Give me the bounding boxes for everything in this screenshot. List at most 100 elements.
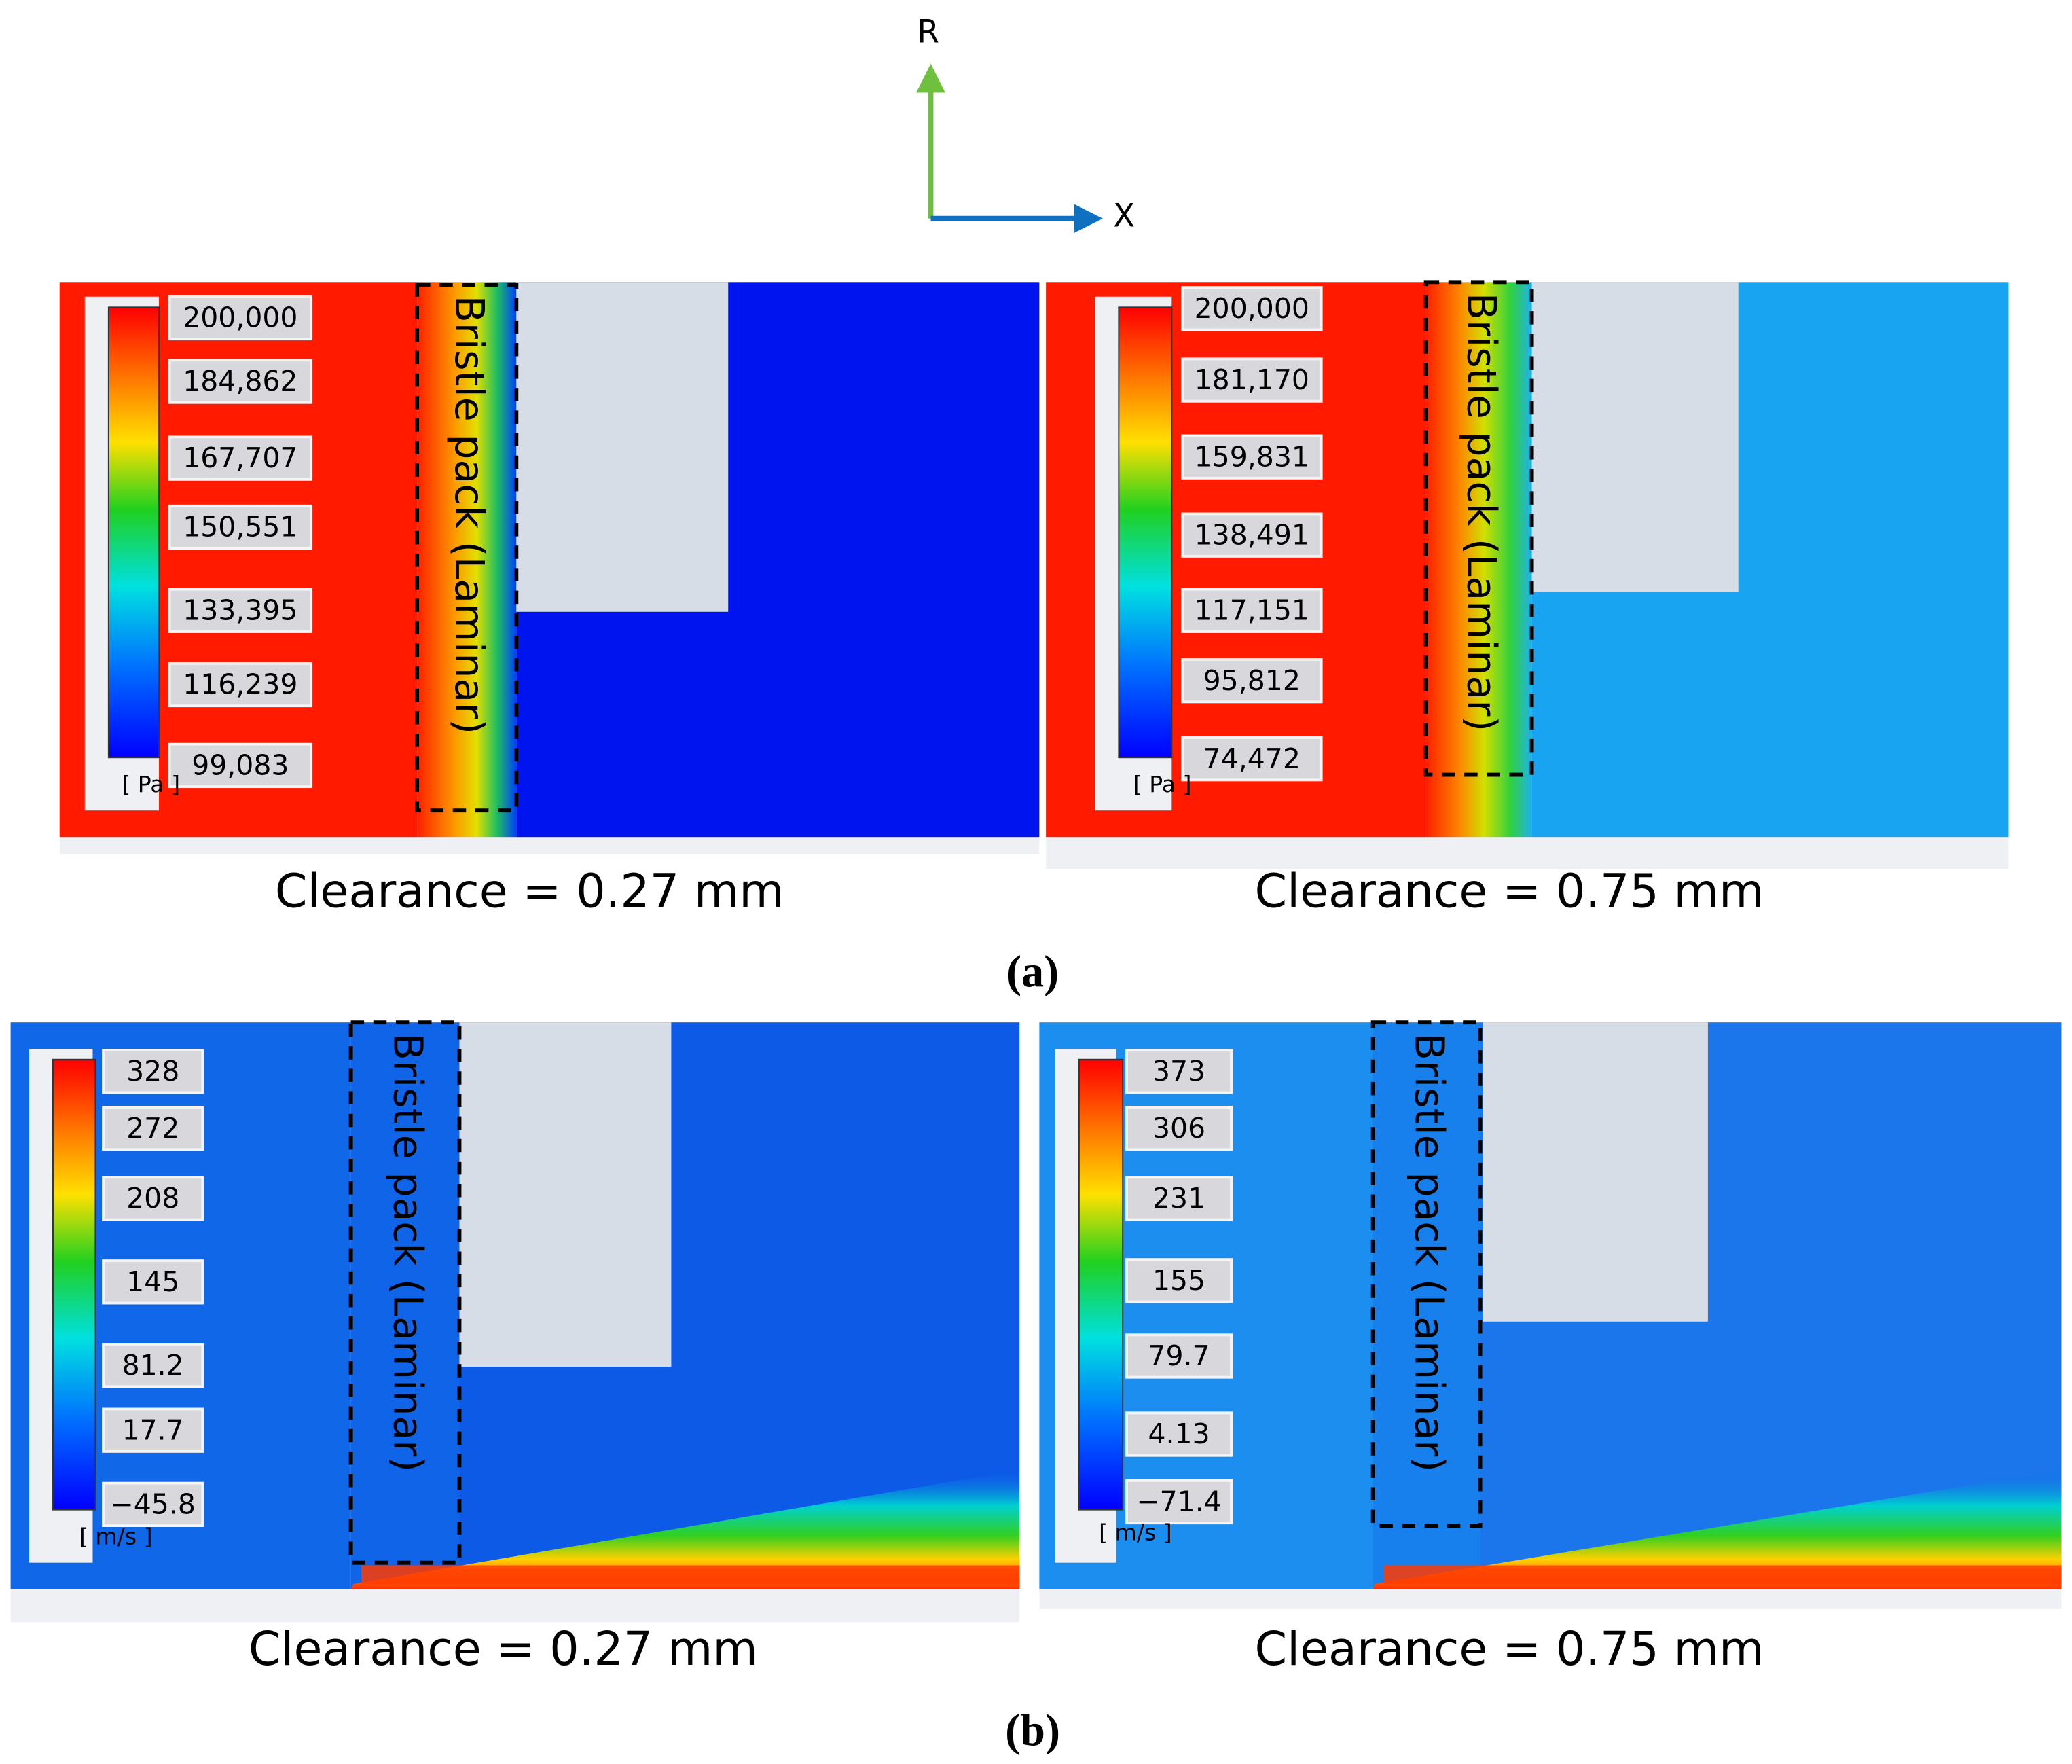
legend-label-box [1180,658,1323,704]
legend-label: 81.2 [122,1349,184,1382]
caption: Clearance = 0.27 mm [249,1623,758,1676]
panel-label: (a) [1006,948,1059,997]
bristle-box [348,1020,462,1565]
legend-label: 167,707 [183,442,297,474]
jet-wedge [1373,1470,2062,1589]
legend-label-box [1125,1333,1233,1379]
caption: Clearance = 0.75 mm [1254,865,1764,919]
legend-unit: [ Pa ] [122,771,180,797]
bottom-strip [1046,837,2009,869]
legend-label-box [102,1259,204,1305]
legend-label-box [1125,1105,1233,1151]
legend-label-box [168,295,313,341]
legend-label-box [168,504,313,550]
legend-label: 155 [1152,1264,1205,1297]
legend-label: 4.13 [1148,1418,1210,1450]
bristle-label: Bristle pack (Laminar) [1459,293,1505,732]
bottom-strip [1039,1589,2062,1609]
legend-label: 208 [126,1182,179,1214]
legend-label: −45.8 [110,1488,195,1521]
x-label: X [1113,198,1135,234]
legend-label-box [1180,512,1323,558]
legend-unit: [ m/s ] [1099,1519,1172,1545]
legend-label-box [168,742,313,789]
legend-label-box [1125,1176,1233,1221]
legend-label: 17.7 [122,1414,184,1446]
legend-label-box [1125,1411,1233,1457]
legend-label: 306 [1152,1112,1205,1145]
legend-label: 231 [1152,1182,1205,1214]
bottom-strip [10,1589,1020,1623]
legend-label-box [1180,434,1323,480]
legend-label-box [102,1342,204,1388]
caption: Clearance = 0.27 mm [275,865,784,919]
legend-colorbar [52,1058,96,1511]
coordinate-axes: R X [916,14,1135,234]
contour-plot: Bristle pack (Laminar) 200,000 181,170 159,… [1046,280,2009,919]
legend-unit: [ m/s ] [79,1523,153,1549]
legend-label: 200,000 [183,302,297,334]
legend-label: 181,170 [1195,363,1309,396]
legend-label: 138,491 [1195,518,1309,551]
jet-core [361,1565,1020,1584]
contour-plot: Bristle pack (Laminar) 328 272 208 145 81.2 17… [10,1020,1020,1676]
legend-label-box [102,1049,204,1094]
legend-label: 328 [126,1055,179,1087]
legend-label: 373 [1152,1055,1205,1087]
stator-block [516,282,729,612]
legend-label: 117,151 [1195,594,1309,626]
legend-label: 200,000 [1195,292,1309,325]
legend-colorbar [107,306,160,759]
legend-label: 99,083 [192,749,289,782]
legend-label: 133,395 [183,594,297,626]
contour-plot: Bristle pack (Laminar) 373 306 231 155 79.7 4.… [1039,1020,2062,1676]
legend-label: −71.4 [1136,1486,1221,1518]
x-arrow [1074,204,1103,234]
legend-colorbar [1078,1058,1124,1511]
legend-label-box [168,588,313,633]
legend-label: 74,472 [1203,742,1301,775]
r-label: R [917,14,939,50]
bristle-box [1423,280,1534,777]
bristle-box [1370,1020,1483,1528]
jet-core [1383,1565,2062,1584]
legend-label-box [1125,1479,1233,1525]
legend-label-box [102,1176,204,1221]
stator-block [459,1022,672,1367]
legend-label-box [1180,286,1323,331]
legend-label: 272 [126,1112,179,1145]
legend-label: 95,812 [1203,664,1301,697]
legend-label-box [102,1481,204,1528]
legend-label-box [1180,736,1323,782]
field-bristle [417,282,517,838]
contour-plot: Bristle pack (Laminar) 200,000 184,862 167,… [59,282,1040,919]
legend-label: 145 [126,1265,179,1298]
bottom-strip [59,837,1040,854]
legend-label: 116,239 [183,668,297,701]
panel-label: (b) [1005,1706,1060,1756]
legend-label-box [1125,1258,1233,1303]
legend-label: 159,831 [1195,440,1309,473]
legend-unit: [ Pa ] [1133,771,1192,797]
legend-label-box [102,1105,204,1151]
bristle-box [415,283,519,813]
bristle-label: Bristle pack (Laminar) [1406,1033,1453,1472]
stator-block [1531,282,1739,592]
legend-label-box [168,662,313,708]
bristle-label: Bristle pack (Laminar) [446,295,492,734]
legend-label-box [102,1407,204,1453]
caption: Clearance = 0.75 mm [1254,1623,1764,1676]
legend-label-box [168,435,313,481]
legend-label-box [1125,1049,1233,1094]
legend-label-box [168,359,313,404]
jet-wedge [350,1470,1020,1589]
legend-label: 79.7 [1148,1339,1210,1372]
legend-colorbar [1118,306,1173,759]
bristle-label: Bristle pack (Laminar) [384,1033,431,1472]
legend-label-box [1180,357,1323,403]
legend-label: 150,551 [183,511,297,543]
stator-block [1483,1022,1708,1322]
field-bristle [1373,1022,1480,1589]
field-bristle [1425,282,1532,838]
